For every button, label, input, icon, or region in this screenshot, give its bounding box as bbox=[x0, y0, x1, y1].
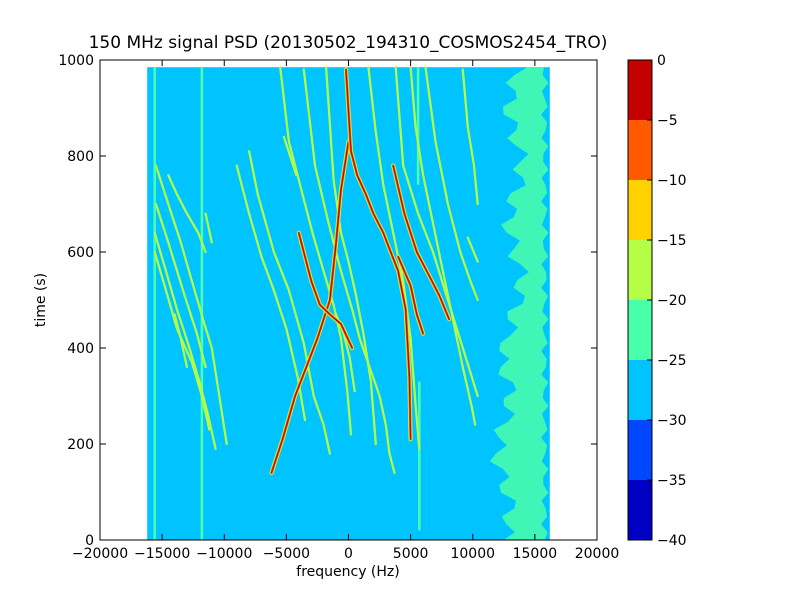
signal-trace bbox=[394, 66, 479, 398]
colorbar-tick-label: 0 bbox=[657, 53, 666, 69]
x-tick-label: 10000 bbox=[450, 546, 495, 562]
y-tick-label: 0 bbox=[85, 533, 94, 549]
x-tick-label: −15000 bbox=[134, 546, 190, 562]
y-tick-label: 800 bbox=[67, 149, 94, 165]
colorbar-segment bbox=[628, 60, 652, 120]
colorbar-tick-label: −30 bbox=[657, 413, 687, 429]
noise-band bbox=[489, 67, 549, 540]
y-tick-label: 600 bbox=[67, 245, 94, 261]
y-tick-label: 400 bbox=[67, 341, 94, 357]
signal-trace bbox=[409, 66, 477, 426]
y-axis-ticks: 0 200 400 600 800 1000 bbox=[58, 53, 597, 549]
signal-trace bbox=[302, 68, 396, 474]
colorbar-segment bbox=[628, 180, 652, 240]
x-tick-label: 15000 bbox=[513, 546, 558, 562]
colorbar: 0 −5 −10 −15 −20 −25 −30 −35 −40 bbox=[627, 53, 687, 549]
x-tick-label: 5000 bbox=[393, 546, 429, 562]
colorbar-tick-label: −15 bbox=[657, 233, 687, 249]
signal-trace bbox=[173, 313, 189, 369]
colorbar-tick-label: −5 bbox=[657, 113, 678, 129]
colorbar-tick-label: −20 bbox=[657, 293, 687, 309]
y-tick-label: 200 bbox=[67, 437, 94, 453]
signal-trace bbox=[461, 68, 479, 206]
signal-trace bbox=[270, 141, 350, 474]
colorbar-segment bbox=[628, 480, 652, 540]
x-tick-label: 0 bbox=[344, 546, 353, 562]
signal-trace bbox=[235, 164, 307, 422]
signal-trace bbox=[325, 66, 377, 446]
x-axis-label: frequency (Hz) bbox=[296, 564, 399, 580]
signal-trace bbox=[167, 174, 207, 254]
signal-trace bbox=[154, 202, 207, 369]
colorbar-segment bbox=[628, 360, 652, 420]
signal-trace bbox=[392, 165, 450, 320]
signal-trace bbox=[345, 68, 412, 440]
signal-trace bbox=[153, 250, 211, 431]
x-tick-label: −20000 bbox=[72, 546, 128, 562]
colorbar-segment bbox=[628, 240, 652, 300]
colorbar-tick-label: −40 bbox=[657, 533, 687, 549]
colorbar-tick-label: −35 bbox=[657, 473, 687, 489]
colorbar-segment bbox=[628, 300, 652, 360]
signal-trace bbox=[153, 231, 217, 450]
signal-trace bbox=[248, 150, 331, 455]
x-tick-label: −5000 bbox=[263, 546, 310, 562]
signal-trace bbox=[397, 256, 424, 335]
signal-trace bbox=[282, 135, 298, 177]
colorbar-segment bbox=[628, 420, 652, 480]
y-tick-label: 1000 bbox=[58, 53, 94, 69]
chart-title: 150 MHz signal PSD (20130502_194310_COSM… bbox=[89, 33, 608, 53]
heatmap-layer bbox=[147, 66, 550, 540]
x-axis-ticks: −20000 −15000 −10000 −5000 0 5000 10000 15000 20… bbox=[72, 60, 619, 562]
signal-trace bbox=[279, 66, 353, 436]
y-axis-label: time (s) bbox=[33, 273, 49, 327]
x-tick-label: 20000 bbox=[575, 546, 620, 562]
signal-trace bbox=[298, 232, 353, 349]
colorbar-tick-label: −10 bbox=[657, 173, 687, 189]
colorbar-tick-label: −25 bbox=[657, 353, 687, 369]
x-tick-label: −10000 bbox=[196, 546, 252, 562]
colorbar-segment bbox=[628, 120, 652, 180]
signal-trace bbox=[204, 212, 213, 244]
signal-trace bbox=[466, 236, 479, 263]
signal-trace bbox=[424, 66, 479, 302]
signal-trace bbox=[154, 164, 228, 446]
